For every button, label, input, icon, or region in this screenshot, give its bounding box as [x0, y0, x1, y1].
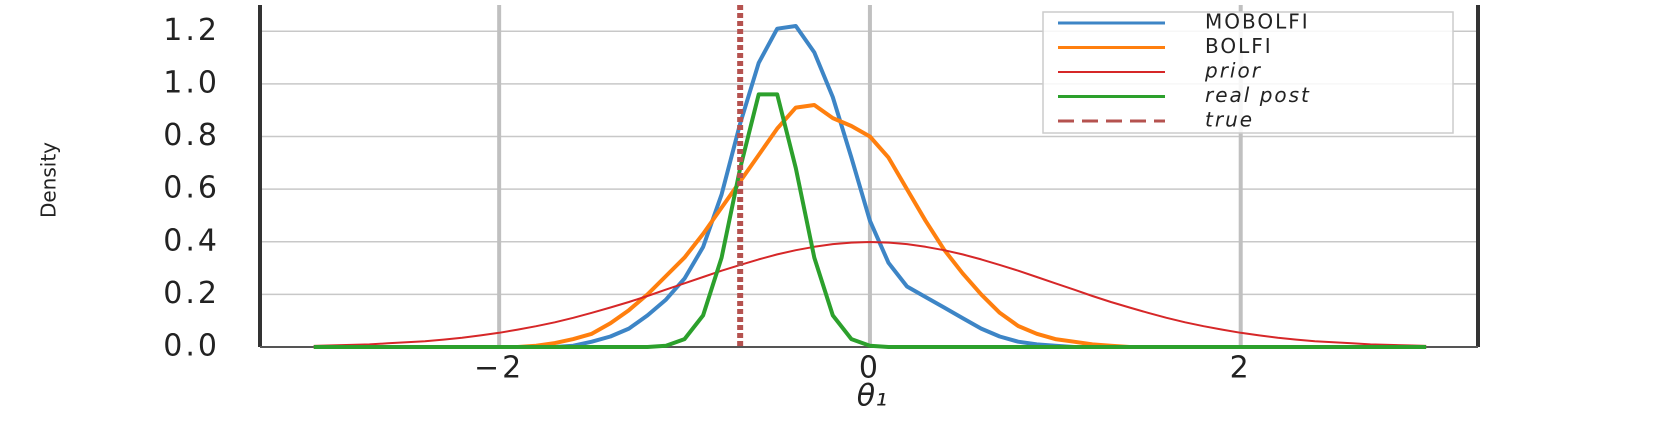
x-tick-label: −2: [474, 351, 524, 386]
y-tick-label: 0.6: [163, 171, 220, 206]
y-tick-label: 0.4: [163, 223, 220, 258]
legend-label: BOLFI: [1205, 34, 1273, 58]
y-tick-label: 0.8: [163, 118, 220, 153]
legend-label: prior: [1204, 59, 1262, 83]
x-axis-label: θ₁: [857, 379, 887, 414]
legend-label: MOBOLFI: [1205, 10, 1310, 34]
y-axis-label: Density: [37, 142, 61, 218]
y-tick-label: 0.2: [163, 276, 220, 311]
x-tick-label: 2: [1230, 351, 1252, 386]
series-line: [313, 92, 1427, 349]
legend-label: real post: [1205, 83, 1311, 107]
y-tick-label: 1.0: [163, 65, 220, 100]
series-line: [313, 241, 1427, 347]
y-tick-label: 1.2: [163, 13, 220, 48]
x-tick-label: 0: [859, 351, 881, 386]
y-tick-label: 0.0: [163, 329, 220, 364]
legend-label: true: [1205, 108, 1254, 132]
